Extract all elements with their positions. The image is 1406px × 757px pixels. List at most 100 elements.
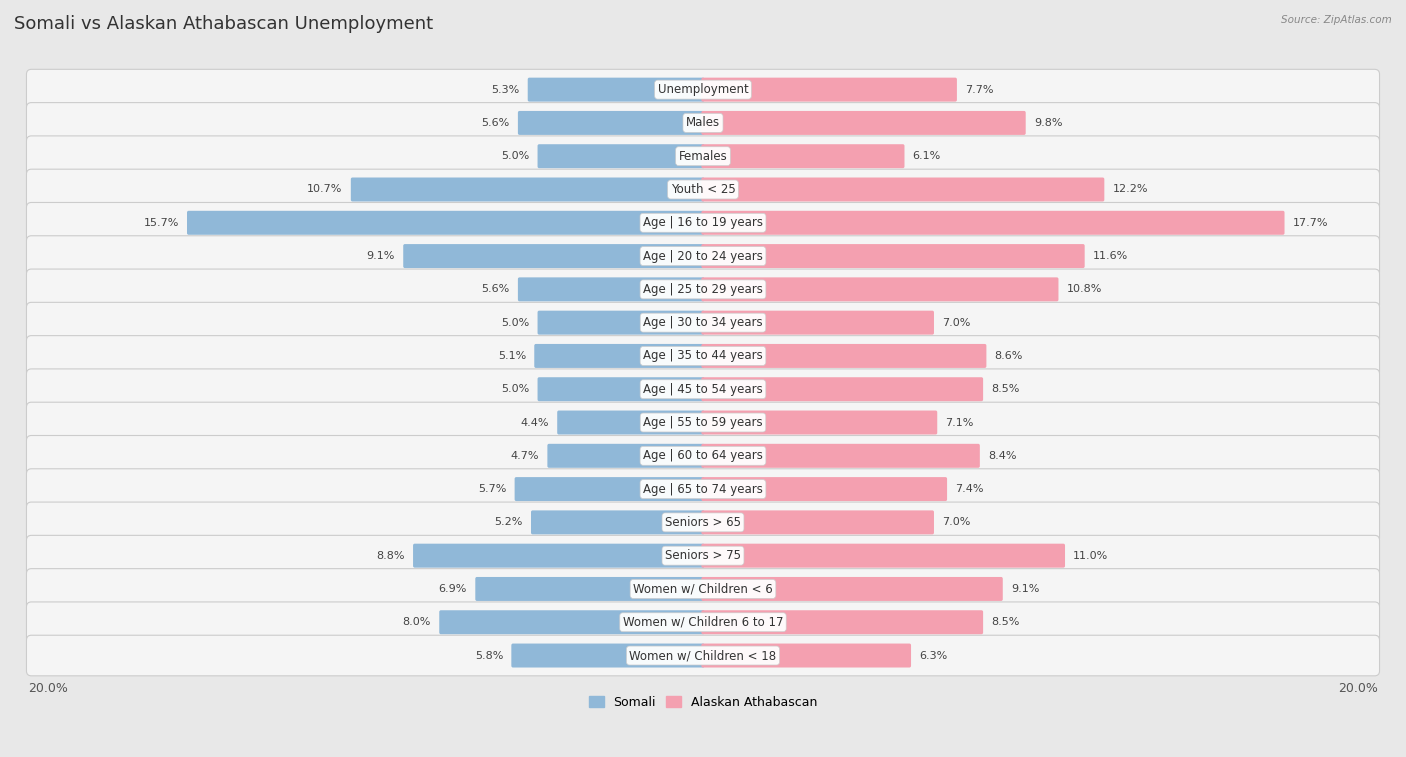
FancyBboxPatch shape [702,510,934,534]
FancyBboxPatch shape [702,544,1064,568]
Text: 11.0%: 11.0% [1073,550,1108,561]
FancyBboxPatch shape [702,410,938,435]
FancyBboxPatch shape [702,244,1084,268]
Text: Unemployment: Unemployment [658,83,748,96]
Text: 8.6%: 8.6% [994,351,1024,361]
Text: 7.0%: 7.0% [942,517,970,528]
FancyBboxPatch shape [475,577,704,601]
Text: 7.0%: 7.0% [942,318,970,328]
Text: Males: Males [686,117,720,129]
FancyBboxPatch shape [27,402,1379,443]
FancyBboxPatch shape [702,78,957,101]
FancyBboxPatch shape [537,145,704,168]
Text: 4.7%: 4.7% [510,451,538,461]
FancyBboxPatch shape [537,310,704,335]
FancyBboxPatch shape [702,145,904,168]
Text: Age | 55 to 59 years: Age | 55 to 59 years [643,416,763,429]
Text: Women w/ Children 6 to 17: Women w/ Children 6 to 17 [623,615,783,629]
Text: 8.5%: 8.5% [991,385,1019,394]
Text: 10.8%: 10.8% [1067,285,1102,294]
Text: Females: Females [679,150,727,163]
Text: Age | 45 to 54 years: Age | 45 to 54 years [643,383,763,396]
FancyBboxPatch shape [27,569,1379,609]
Text: 5.1%: 5.1% [498,351,526,361]
FancyBboxPatch shape [404,244,704,268]
FancyBboxPatch shape [27,136,1379,176]
FancyBboxPatch shape [352,177,704,201]
Text: 9.1%: 9.1% [367,251,395,261]
FancyBboxPatch shape [702,277,1059,301]
FancyBboxPatch shape [27,369,1379,410]
FancyBboxPatch shape [702,177,1104,201]
FancyBboxPatch shape [27,302,1379,343]
FancyBboxPatch shape [27,635,1379,676]
FancyBboxPatch shape [439,610,704,634]
FancyBboxPatch shape [512,643,704,668]
FancyBboxPatch shape [517,277,704,301]
FancyBboxPatch shape [702,111,1026,135]
FancyBboxPatch shape [27,469,1379,509]
Text: Seniors > 75: Seniors > 75 [665,549,741,562]
Text: 11.6%: 11.6% [1092,251,1128,261]
Text: 9.1%: 9.1% [1011,584,1039,594]
Text: 5.0%: 5.0% [501,151,530,161]
FancyBboxPatch shape [537,377,704,401]
Text: Age | 35 to 44 years: Age | 35 to 44 years [643,350,763,363]
FancyBboxPatch shape [27,502,1379,543]
Text: Age | 25 to 29 years: Age | 25 to 29 years [643,283,763,296]
Text: Youth < 25: Youth < 25 [671,183,735,196]
Text: 5.7%: 5.7% [478,484,506,494]
Text: 5.0%: 5.0% [501,385,530,394]
FancyBboxPatch shape [547,444,704,468]
FancyBboxPatch shape [27,602,1379,643]
FancyBboxPatch shape [702,643,911,668]
FancyBboxPatch shape [702,344,987,368]
FancyBboxPatch shape [413,544,704,568]
Text: 10.7%: 10.7% [308,185,343,195]
Text: 15.7%: 15.7% [143,218,179,228]
Text: 9.8%: 9.8% [1033,118,1063,128]
Text: Women w/ Children < 18: Women w/ Children < 18 [630,649,776,662]
FancyBboxPatch shape [702,444,980,468]
FancyBboxPatch shape [557,410,704,435]
Text: Age | 20 to 24 years: Age | 20 to 24 years [643,250,763,263]
FancyBboxPatch shape [534,344,704,368]
Text: Age | 65 to 74 years: Age | 65 to 74 years [643,483,763,496]
FancyBboxPatch shape [27,335,1379,376]
Text: 7.7%: 7.7% [965,85,994,95]
Text: 5.6%: 5.6% [481,118,510,128]
Text: 8.8%: 8.8% [377,550,405,561]
FancyBboxPatch shape [27,535,1379,576]
FancyBboxPatch shape [27,269,1379,310]
Text: Seniors > 65: Seniors > 65 [665,516,741,529]
Text: 6.1%: 6.1% [912,151,941,161]
Text: 17.7%: 17.7% [1292,218,1329,228]
FancyBboxPatch shape [527,78,704,101]
FancyBboxPatch shape [27,202,1379,243]
Text: 5.3%: 5.3% [491,85,520,95]
FancyBboxPatch shape [27,103,1379,143]
Text: Source: ZipAtlas.com: Source: ZipAtlas.com [1281,15,1392,25]
Text: 5.6%: 5.6% [481,285,510,294]
Text: Age | 16 to 19 years: Age | 16 to 19 years [643,217,763,229]
Text: 6.3%: 6.3% [920,650,948,661]
Text: 8.5%: 8.5% [991,617,1019,628]
FancyBboxPatch shape [702,477,948,501]
FancyBboxPatch shape [27,169,1379,210]
FancyBboxPatch shape [702,610,983,634]
Text: 8.4%: 8.4% [988,451,1017,461]
Text: Women w/ Children < 6: Women w/ Children < 6 [633,582,773,596]
FancyBboxPatch shape [27,235,1379,276]
Text: 8.0%: 8.0% [402,617,432,628]
Text: 7.1%: 7.1% [945,418,974,428]
Text: Somali vs Alaskan Athabascan Unemployment: Somali vs Alaskan Athabascan Unemploymen… [14,15,433,33]
FancyBboxPatch shape [27,70,1379,110]
Text: 5.2%: 5.2% [495,517,523,528]
Text: 4.4%: 4.4% [520,418,548,428]
FancyBboxPatch shape [702,577,1002,601]
FancyBboxPatch shape [702,377,983,401]
Text: 7.4%: 7.4% [955,484,984,494]
FancyBboxPatch shape [702,310,934,335]
FancyBboxPatch shape [702,210,1285,235]
FancyBboxPatch shape [517,111,704,135]
